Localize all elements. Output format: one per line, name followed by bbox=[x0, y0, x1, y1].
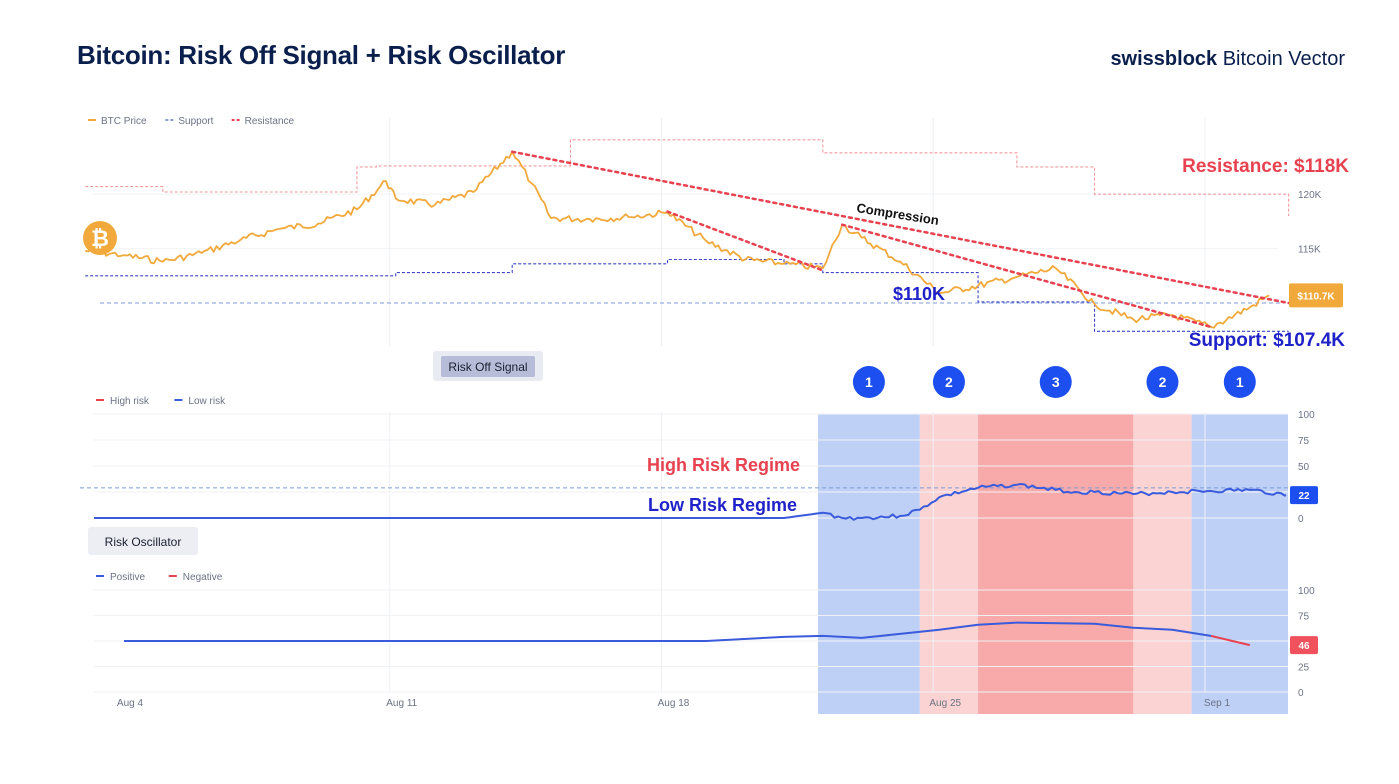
signal-title-highlight bbox=[441, 356, 535, 377]
y-tick-label: 115K bbox=[1298, 245, 1321, 256]
y-tick-label: 120K bbox=[1298, 190, 1322, 201]
phase-band bbox=[978, 414, 1134, 714]
brand-logo: swissblock Bitcoin Vector bbox=[1110, 48, 1345, 71]
x-tick-label: Aug 11 bbox=[386, 698, 417, 709]
phase-marker-label: 2 bbox=[1159, 374, 1167, 390]
oscillator-negative-line bbox=[1210, 634, 1251, 647]
oscillator-title: Risk Oscillator bbox=[105, 535, 182, 549]
labels: Resistance: $118K Support: $107.4K $110K Co… bbox=[647, 156, 1349, 655]
y-tick-label: 0 bbox=[1298, 514, 1304, 525]
y-tick-label: 75 bbox=[1298, 436, 1310, 447]
trendline bbox=[510, 150, 1290, 305]
phase-band bbox=[919, 414, 979, 714]
phase-marker-label: 2 bbox=[945, 374, 953, 390]
signal-title: Risk Off Signal bbox=[448, 360, 527, 374]
legend-label: Negative bbox=[183, 572, 223, 583]
btc-price-line bbox=[84, 150, 1270, 329]
phase-bands: 1 2 3 2 1 bbox=[818, 366, 1288, 714]
y-tick-label: 50 bbox=[1298, 462, 1310, 473]
x-tick-label: Aug 25 bbox=[929, 698, 961, 709]
oscillator-title-pill bbox=[88, 527, 198, 555]
price-panel: BTC Price Support Resistance ₿ bbox=[83, 116, 1290, 332]
y-tick-label: 100 bbox=[1298, 586, 1315, 597]
level-label: $110K bbox=[893, 284, 945, 304]
legend-label: BTC Price bbox=[101, 116, 147, 127]
legend-label: Positive bbox=[110, 572, 145, 583]
high-risk-regime-label: High Risk Regime bbox=[647, 455, 800, 475]
phase-marker bbox=[1146, 366, 1179, 398]
x-tick-label: Sep 1 bbox=[1204, 698, 1231, 709]
phase-marker bbox=[932, 366, 965, 398]
trendline bbox=[840, 223, 1213, 329]
phase-marker-label: 3 bbox=[1052, 374, 1060, 390]
risk-oscillator-panel: Risk Oscillator Positive Negative bbox=[88, 527, 1251, 647]
legend-label: High risk bbox=[110, 396, 150, 407]
resistance-line bbox=[85, 139, 1290, 216]
y-tick-label: 0 bbox=[1298, 688, 1304, 699]
phase-marker-label: 1 bbox=[1236, 374, 1244, 390]
risk-off-signal-line bbox=[94, 483, 1287, 521]
support-label: Support: $107.4K bbox=[1189, 330, 1346, 351]
legend-label: Low risk bbox=[188, 396, 226, 407]
compression-label: Compression bbox=[856, 200, 940, 228]
signal-last-badge bbox=[1290, 486, 1318, 505]
phase-marker bbox=[1223, 366, 1256, 398]
resistance-label: Resistance: $118K bbox=[1182, 156, 1349, 177]
oscillator-positive-line bbox=[124, 621, 1212, 642]
legend-label: Support bbox=[178, 116, 213, 127]
y-tick-label: 75 bbox=[1298, 612, 1310, 623]
phase-marker-label: 1 bbox=[865, 374, 873, 390]
trendline bbox=[666, 210, 825, 272]
phase-band bbox=[1191, 414, 1288, 714]
x-tick-label: Aug 18 bbox=[658, 698, 690, 709]
bitcoin-icon-glyph: ₿ bbox=[91, 227, 109, 252]
y-tick-label: 100 bbox=[1298, 410, 1315, 421]
low-risk-regime-label: Low Risk Regime bbox=[648, 495, 797, 515]
last-price-badge bbox=[1289, 283, 1343, 308]
phase-band bbox=[818, 414, 920, 714]
signal-last-label: 22 bbox=[1298, 491, 1310, 502]
x-tick-label: Aug 4 bbox=[117, 698, 144, 709]
legend-label: Resistance bbox=[245, 116, 295, 127]
oscillator-last-badge bbox=[1290, 636, 1318, 655]
last-price-label: $110.7K bbox=[1297, 291, 1335, 302]
bitcoin-icon bbox=[83, 221, 117, 255]
y-tick-label: 25 bbox=[1298, 663, 1310, 674]
phase-marker bbox=[1039, 366, 1072, 398]
phase-marker bbox=[852, 366, 885, 398]
support-line bbox=[85, 258, 1289, 332]
phase-band bbox=[1133, 414, 1192, 714]
brand-product: Bitcoin Vector bbox=[1217, 48, 1345, 70]
risk-off-signal-panel: Risk Off Signal High risk Low risk bbox=[80, 351, 1300, 521]
page-title: Bitcoin: Risk Off Signal + Risk Oscillat… bbox=[77, 40, 566, 70]
brand-name: swissblock bbox=[1110, 48, 1218, 70]
oscillator-last-label: 46 bbox=[1298, 641, 1310, 652]
